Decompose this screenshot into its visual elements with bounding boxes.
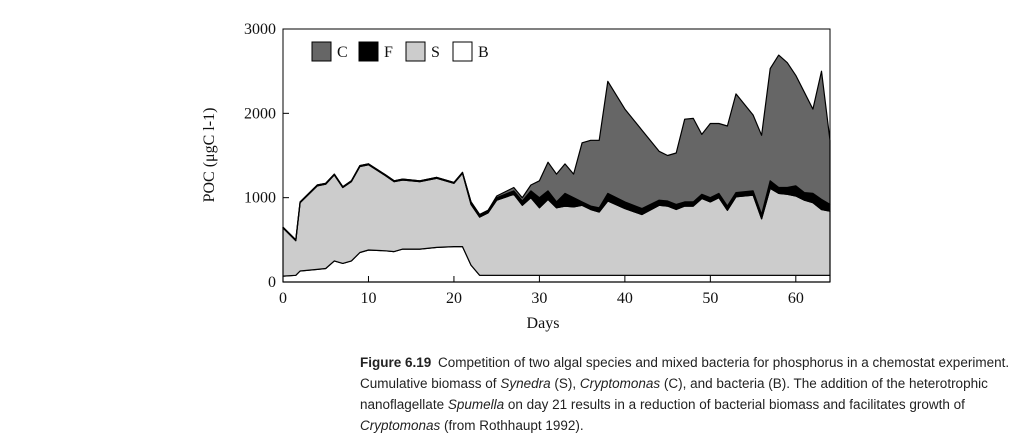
legend-swatch (358, 41, 379, 62)
y-tick-label: 1000 (244, 190, 276, 207)
legend-swatch (405, 41, 426, 62)
chart: POC (μgC l-1) Days 0 1000 2000 3000 0 10 20 30 4… (201, 21, 831, 332)
x-tick-label: 20 (446, 290, 462, 307)
legend-label: S (431, 44, 440, 61)
caption-text: Spumella (447, 397, 505, 412)
caption: Figure 6.19 Competition of two algal spe… (360, 352, 1010, 436)
y-axis-label: POC (μgC l-1) (201, 108, 218, 203)
legend-label: B (478, 44, 489, 61)
x-axis-label: Days (527, 315, 560, 332)
x-tick-label: 30 (531, 290, 547, 307)
caption-text: (S), (550, 376, 580, 391)
x-tick-label: 50 (702, 290, 718, 307)
caption-text: Synedra (500, 376, 551, 391)
figure-label: Figure 6.19 (360, 355, 432, 370)
x-tick-label: 0 (279, 290, 287, 307)
x-tick-label: 60 (788, 290, 804, 307)
y-tick-label: 2000 (244, 105, 276, 122)
y-tick-label: 3000 (244, 21, 276, 38)
caption-text: on day 21 results in a reduction of bact… (504, 397, 965, 412)
x-tick-label: 10 (360, 290, 376, 307)
caption-text: Cryptomonas (579, 376, 661, 391)
caption-text: Competition of two algal species and mix… (360, 355, 1010, 391)
legend-swatch (452, 41, 473, 62)
y-tick-label: 0 (268, 274, 276, 291)
legend-label: C (337, 44, 348, 61)
plot-frame (282, 28, 831, 283)
caption-text: Cryptomonas (360, 418, 441, 433)
legend-label: F (384, 44, 393, 61)
x-tick-label: 40 (617, 290, 633, 307)
caption-text: (from Rothhaupt 1992). (440, 418, 584, 433)
legend-swatch (311, 41, 332, 62)
caption-text: (C), and bacteria (B). The addition of t… (360, 376, 988, 412)
